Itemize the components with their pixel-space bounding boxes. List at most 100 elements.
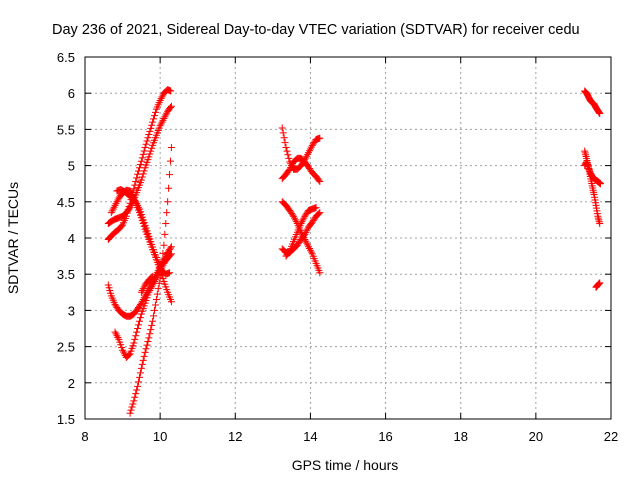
data-point (167, 144, 175, 151)
data-point (297, 220, 305, 228)
data-point (287, 163, 295, 171)
y-tick-label: 4.5 (57, 195, 75, 210)
x-tick-label: 12 (228, 429, 242, 444)
data-point (146, 127, 154, 135)
data-point (139, 150, 147, 158)
data-point (154, 270, 162, 278)
data-point (316, 178, 324, 186)
data-point (596, 279, 604, 287)
data-point (141, 144, 149, 151)
data-point (148, 121, 156, 129)
data-point (286, 165, 294, 173)
x-tick-label: 18 (453, 429, 467, 444)
data-point (156, 267, 164, 275)
data-point (151, 301, 159, 309)
x-tick-label: 20 (529, 429, 543, 444)
data-point (140, 352, 148, 360)
y-tick-label: 4 (68, 231, 75, 246)
data-point (125, 351, 133, 359)
data-point (156, 274, 164, 282)
data-point (298, 218, 306, 226)
data-point (137, 176, 145, 184)
data-point (133, 328, 141, 336)
y-tick-label: 1.5 (57, 412, 75, 427)
y-tick-label: 6 (68, 86, 75, 101)
data-point (133, 200, 141, 208)
data-point (151, 277, 159, 285)
data-point (141, 348, 149, 356)
data-point (158, 258, 166, 266)
x-tick-labels: 8 10 12 14 16 18 20 22 (81, 429, 618, 444)
data-point (157, 266, 165, 274)
x-tick-label: 10 (153, 429, 167, 444)
data-point (111, 201, 119, 209)
data-point (114, 334, 122, 342)
data-point (152, 296, 160, 304)
grid-lines (85, 57, 611, 419)
y-tick-label: 2 (68, 376, 75, 391)
data-point (135, 321, 143, 329)
data-point (166, 251, 174, 259)
y-tick-labels: 1.5 2 2.5 3 3.5 4 4.5 5 5.5 6 6.5 (57, 50, 75, 427)
data-point (134, 201, 142, 209)
data-point (145, 334, 153, 342)
data-point (596, 220, 604, 228)
data-point (157, 120, 165, 128)
data-point (149, 118, 157, 126)
y-tick-label: 5 (68, 159, 75, 174)
data-point (150, 115, 158, 123)
data-point (143, 137, 151, 145)
data-point (162, 111, 170, 119)
data-point (143, 341, 151, 349)
data-point (284, 151, 292, 159)
data-point (142, 140, 150, 148)
data-point (299, 216, 307, 224)
data-point (158, 118, 166, 126)
data-point (134, 382, 142, 390)
data-point (130, 185, 138, 193)
data-point (133, 386, 141, 394)
data-point (147, 147, 155, 155)
data-point (165, 184, 173, 192)
data-point (113, 332, 121, 340)
data-point (139, 356, 147, 364)
data-point (153, 290, 161, 298)
data-point (149, 272, 157, 280)
y-tick-label: 3 (68, 303, 75, 318)
data-point (315, 210, 323, 218)
data-point (126, 409, 134, 417)
data-point (147, 326, 155, 334)
data-point (596, 109, 604, 117)
data-point (305, 243, 313, 251)
data-point (120, 348, 128, 356)
data-point (138, 154, 146, 162)
data-point (312, 204, 320, 212)
data-point (161, 230, 169, 238)
data-point (162, 220, 170, 228)
data-point (137, 364, 145, 372)
data-point (149, 281, 157, 289)
data-point (290, 214, 298, 222)
data-point (134, 325, 142, 332)
y-tick-label: 3.5 (57, 267, 75, 282)
data-point (140, 147, 148, 155)
data-point (305, 147, 313, 155)
y-tick-label: 2.5 (57, 340, 75, 355)
data-point (279, 129, 287, 137)
data-point (151, 112, 159, 120)
data-point (156, 96, 164, 104)
axis-ticks (84, 56, 612, 420)
data-point (166, 269, 174, 277)
data-point (159, 249, 167, 257)
data-point (283, 147, 291, 155)
data-point (302, 229, 310, 237)
data-point (129, 400, 137, 408)
x-tick-label: 16 (378, 429, 392, 444)
data-point (307, 248, 315, 256)
data-point (137, 288, 145, 296)
data-point (146, 286, 154, 294)
data-point (132, 332, 140, 340)
data-point (161, 113, 169, 121)
data-point (136, 369, 144, 377)
data-point (130, 339, 138, 347)
